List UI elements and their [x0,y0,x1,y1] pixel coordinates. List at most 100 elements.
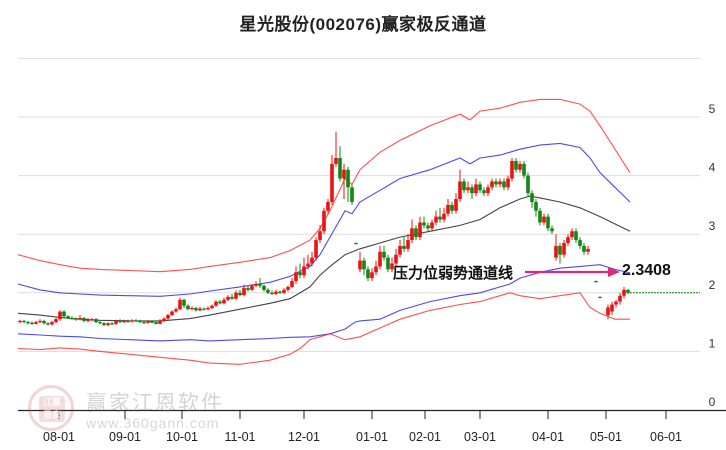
candle [86,319,90,321]
candle [202,308,206,310]
candle [162,318,166,321]
band-line [17,264,631,342]
candle [186,305,190,310]
candle [518,163,522,170]
candle [38,320,42,323]
candle [82,317,86,321]
band-line [17,142,631,297]
candle [50,322,54,325]
candle [222,299,226,304]
candle [226,296,230,300]
candle [450,204,454,211]
candle [22,320,26,323]
candle [622,289,626,296]
candle [506,178,510,188]
y-tick-label: 2 [709,278,716,292]
candle [562,242,566,255]
candle [306,263,310,267]
candle [198,308,202,311]
candle [154,322,158,324]
candle [178,299,182,310]
x-tick-label: 06-01 [650,430,682,444]
candle [274,291,278,294]
candle [54,319,58,323]
candle [138,320,142,323]
candle [598,296,602,299]
candle [218,301,222,304]
candle [414,228,418,238]
candle [502,181,506,188]
x-tick-label: 11-01 [224,430,255,444]
candle [582,245,586,252]
candle [534,201,538,211]
candle [570,231,574,238]
candle [554,245,558,258]
candle [258,284,262,286]
candle [378,251,382,267]
candle [150,321,154,323]
candle [434,216,438,223]
candle [78,317,82,320]
candle [118,320,122,323]
candle [490,181,494,188]
candle [474,184,478,194]
candle [314,240,318,258]
candle [158,320,162,324]
candle [102,323,106,326]
candle [338,158,342,179]
candle [394,254,398,264]
candle [34,322,38,324]
candle [626,289,630,293]
candle [238,292,242,296]
candle [134,320,138,322]
y-tick-label: 3 [709,219,716,233]
candle [542,216,546,223]
x-tick-label: 08-01 [43,430,75,444]
candlesticks [18,131,630,327]
candle [142,322,146,324]
candle [470,187,474,194]
candle [122,320,126,323]
candle [302,266,306,276]
candle [382,251,386,258]
candle [366,269,370,279]
candle [42,320,46,324]
candle [74,318,78,320]
candle [578,240,582,246]
candle [398,245,402,255]
candle [66,316,70,318]
candle [310,257,314,264]
candle [386,257,390,270]
candle [270,292,274,294]
candle [618,295,622,302]
candle [458,181,462,200]
candle [262,285,266,290]
candle [362,260,366,270]
candle [550,228,554,232]
candle [466,187,470,191]
candle [522,163,526,176]
candle [146,321,150,323]
x-tick-label: 12-01 [288,430,320,444]
candle [174,309,178,312]
candle [478,184,482,191]
candle [354,242,358,245]
candle [194,308,198,311]
candle [330,163,334,202]
candle [106,323,110,326]
candle [530,193,534,202]
candle [402,245,406,249]
candle [318,231,322,241]
candle [114,320,118,324]
candle [110,323,114,325]
candle [246,288,250,290]
candle [46,323,50,325]
band-line [17,98,631,273]
candle [446,204,450,214]
candle [214,301,218,306]
candle [574,231,578,241]
candle [606,307,610,316]
candle [166,315,170,319]
candle [594,281,598,283]
